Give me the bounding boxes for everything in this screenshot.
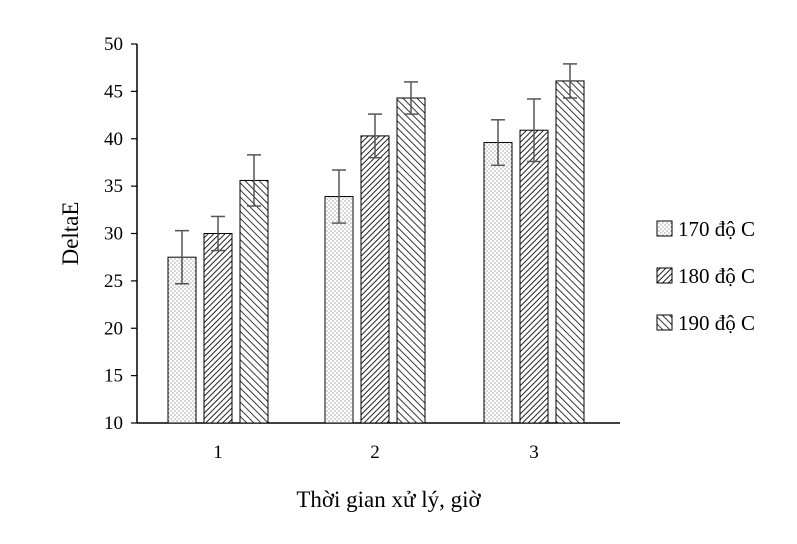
legend-swatch (656, 220, 673, 237)
bar (324, 196, 354, 424)
legend: 170 độ C 180 độ C 190 độ C (656, 217, 755, 335)
y-tick-label: 30 (104, 224, 123, 245)
y-tick-label: 25 (104, 271, 123, 292)
bar (239, 179, 269, 424)
y-axis-title: DeltaE (58, 202, 83, 266)
bars-layer (167, 63, 585, 424)
x-axis-title: Thời gian xử lý, giờ (296, 487, 481, 512)
legend-swatch (656, 267, 673, 284)
bar (483, 142, 513, 424)
legend-label: 180 độ C (678, 264, 755, 288)
legend-label: 190 độ C (678, 311, 755, 335)
text-layer: 10 15 20 25 30 35 40 45 50 1 2 3 DeltaE Thời gian xử … (58, 34, 539, 512)
y-tick-label: 15 (104, 366, 123, 387)
y-tick-label: 20 (104, 318, 123, 339)
bar (555, 80, 585, 424)
y-tick-label: 10 (104, 413, 123, 434)
y-tick-label: 35 (104, 176, 123, 197)
x-tick-label: 2 (370, 442, 380, 463)
y-tick-label: 50 (104, 34, 123, 55)
y-tick-label: 40 (104, 129, 123, 150)
bar (203, 233, 233, 424)
legend-label: 170 độ C (678, 217, 755, 241)
bar (360, 135, 390, 424)
bar (167, 256, 197, 424)
bar (396, 97, 426, 424)
legend-swatch (656, 314, 673, 331)
x-tick-label: 1 (213, 442, 223, 463)
x-tick-label: 3 (529, 442, 539, 463)
y-tick-label: 45 (104, 81, 123, 102)
bar (519, 129, 549, 424)
